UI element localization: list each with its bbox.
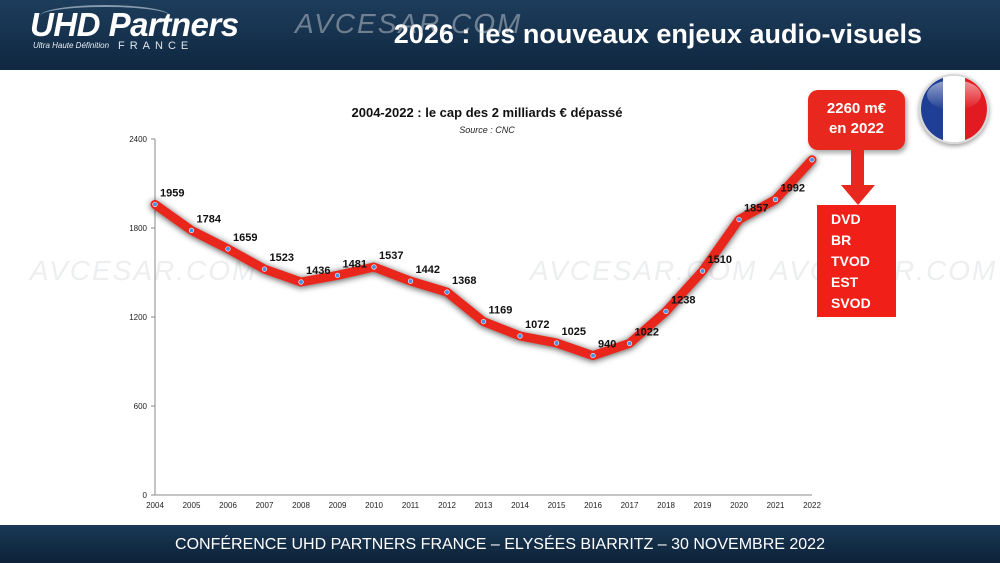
x-tick-label: 2020	[730, 501, 748, 510]
data-label: 1442	[416, 264, 440, 276]
x-tick-label: 2019	[694, 501, 712, 510]
data-point	[517, 333, 523, 339]
down-arrow-icon	[851, 150, 864, 186]
y-tick-label: 2400	[129, 135, 147, 144]
data-label: 1368	[452, 275, 476, 287]
callout-value: 2260 m€	[826, 100, 887, 117]
data-point	[699, 268, 706, 274]
logo-country: FRANCE	[118, 40, 194, 52]
x-tick-label: 2004	[146, 501, 164, 510]
x-tick-label: 2007	[256, 501, 274, 510]
data-label: 1537	[379, 250, 403, 262]
data-point	[444, 289, 450, 295]
data-point	[261, 266, 268, 272]
france-flag-icon	[919, 74, 989, 144]
x-tick-label: 2005	[183, 501, 201, 510]
format-svod: SVOD	[831, 295, 871, 311]
data-point	[371, 264, 377, 270]
x-tick-label: 2022	[803, 501, 821, 510]
data-label: 1523	[270, 252, 294, 264]
data-point	[480, 318, 487, 325]
page-title: 2026 : les nouveaux enjeux audio-visuels	[393, 19, 922, 49]
x-tick-label: 2009	[329, 501, 347, 510]
x-tick-label: 2008	[292, 501, 310, 510]
chart-title: 2004-2022 : le cap des 2 milliards € dép…	[352, 105, 623, 120]
data-label: 1992	[781, 183, 805, 195]
data-point	[772, 196, 779, 203]
data-point	[407, 278, 414, 284]
data-label: 1659	[233, 232, 257, 244]
data-label: 1481	[343, 258, 367, 270]
x-tick-label: 2013	[475, 501, 493, 510]
data-label: 1169	[489, 305, 513, 317]
data-point	[736, 216, 742, 223]
data-point	[225, 246, 231, 252]
footer-text: CONFÉRENCE UHD PARTNERS FRANCE – ELYSÉES…	[175, 536, 825, 553]
logo-arc	[40, 5, 170, 27]
data-point	[626, 340, 633, 347]
data-point	[188, 227, 195, 233]
data-point	[334, 272, 341, 278]
x-tick-label: 2012	[438, 501, 456, 510]
format-dvd: DVD	[831, 211, 861, 227]
x-tick-label: 2014	[511, 501, 529, 510]
data-label: 1510	[708, 254, 732, 266]
format-tvod: TVOD	[831, 253, 870, 269]
y-tick-label: 0	[143, 491, 148, 500]
formats-box: DVD BR TVOD EST SVOD	[817, 205, 896, 317]
data-label: 1025	[562, 326, 586, 338]
y-tick-label: 1800	[129, 224, 147, 233]
data-point	[809, 157, 815, 163]
data-point	[590, 352, 596, 359]
data-label: 1072	[525, 319, 549, 331]
x-tick-label: 2018	[657, 501, 675, 510]
data-label: 1436	[306, 265, 330, 277]
header-bar: UHD Partners Ultra Haute Définition FRAN…	[0, 0, 1000, 70]
footer-bar: CONFÉRENCE UHD PARTNERS FRANCE – ELYSÉES…	[0, 525, 1000, 563]
logo-tagline: Ultra Haute Définition	[33, 41, 110, 50]
callout-year: en 2022	[828, 120, 885, 137]
total-callout: 2260 m€ en 2022	[808, 90, 905, 150]
x-tick-label: 2015	[548, 501, 566, 510]
data-point	[152, 201, 158, 208]
x-tick-label: 2016	[584, 501, 602, 510]
watermark: AVCESAR.COM	[295, 8, 523, 39]
data-point	[663, 308, 669, 314]
x-tick-label: 2006	[219, 501, 237, 510]
y-tick-label: 600	[134, 402, 148, 411]
data-label: 940	[598, 339, 616, 351]
watermark: AVCESAR.COM	[530, 255, 758, 286]
data-label: 1959	[160, 187, 184, 199]
x-tick-label: 2021	[767, 501, 785, 510]
data-label: 1784	[197, 213, 222, 225]
logo: UHD Partners	[30, 6, 239, 43]
down-arrow-head-icon	[841, 185, 875, 205]
x-tick-label: 2017	[621, 501, 639, 510]
format-br: BR	[831, 232, 852, 248]
chart-subtitle: Source : CNC	[459, 125, 515, 135]
data-point	[298, 279, 304, 285]
data-label: 1857	[744, 203, 768, 215]
data-point	[553, 340, 560, 346]
x-tick-label: 2010	[365, 501, 383, 510]
y-tick-label: 1200	[129, 313, 147, 322]
format-est: EST	[831, 274, 859, 290]
watermark: AVCESAR.COM	[30, 255, 258, 286]
data-label: 1022	[635, 326, 659, 338]
data-label: 1238	[671, 294, 695, 306]
x-tick-label: 2011	[402, 501, 420, 510]
